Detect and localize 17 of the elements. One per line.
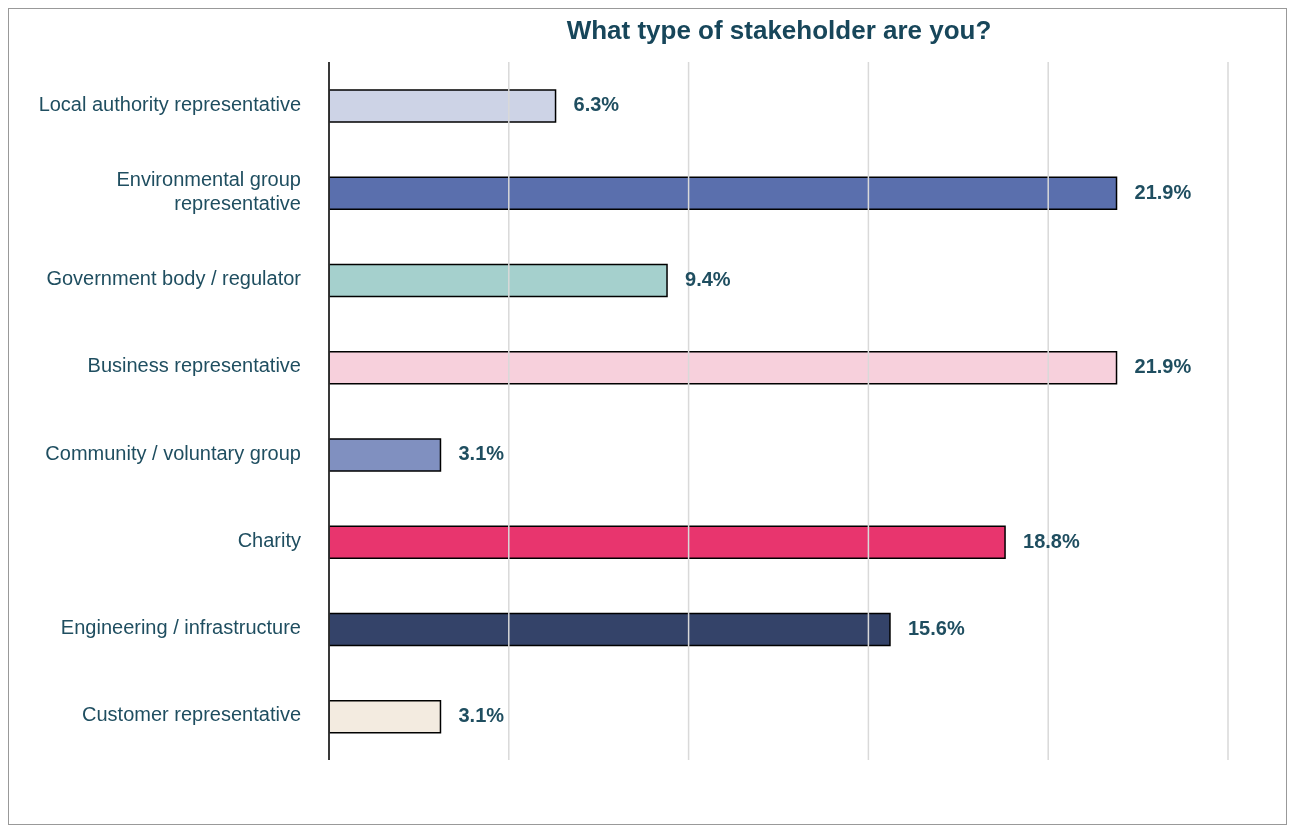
- data-label: 3.1%: [458, 442, 505, 465]
- y-tick-label: Business representative: [87, 354, 301, 377]
- y-tick-label: Customer representative: [82, 703, 301, 726]
- y-tick-label: Government body / regulator: [46, 267, 302, 290]
- data-label: 21.9%: [1134, 180, 1192, 203]
- y-tick-label: Local authority representative: [38, 92, 301, 115]
- y-tick-label: Environmental group representative: [116, 168, 301, 215]
- data-label: 18.8%: [1023, 529, 1080, 552]
- y-tick-label: Engineering / infrastructure: [60, 616, 301, 639]
- data-label: 15.6%: [907, 616, 965, 639]
- chart-title: What type of stakeholder are you?: [565, 15, 993, 46]
- data-label: 9.4%: [685, 267, 731, 290]
- data-label: 3.1%: [458, 704, 505, 727]
- data-label: 6.3%: [573, 93, 620, 116]
- y-tick-label: Community / voluntary group: [45, 441, 301, 464]
- y-tick-label: Charity: [237, 529, 301, 552]
- data-label: 21.9%: [1134, 355, 1192, 378]
